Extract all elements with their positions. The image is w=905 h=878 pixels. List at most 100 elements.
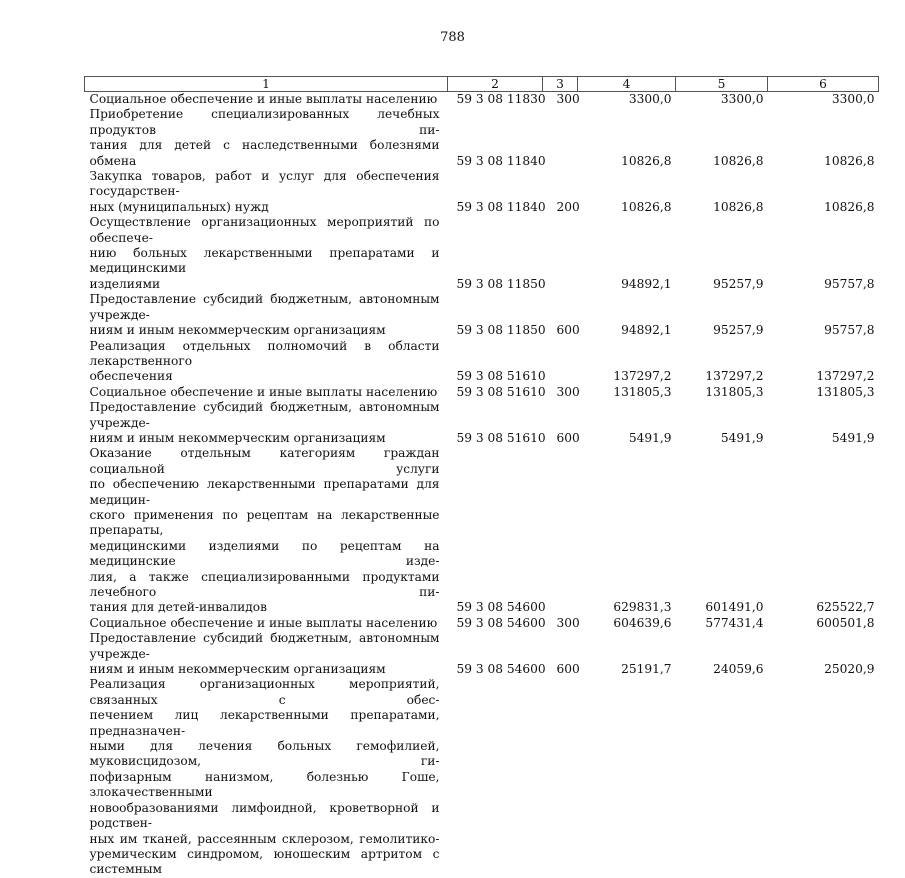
amount-col4: 94892,1 bbox=[621, 323, 672, 338]
item-description: Социальное обеспечение и иные выплаты на… bbox=[85, 385, 448, 400]
expense-type bbox=[543, 446, 578, 615]
amount-col5: 601491,0 bbox=[705, 600, 764, 615]
description-line: Реализация отдельных полномочий в област… bbox=[89, 338, 440, 368]
amount-col6: 10826,8 bbox=[824, 199, 875, 214]
description-line: Реализация организационных мероприятий, … bbox=[89, 677, 440, 707]
description-line: изделиями bbox=[89, 276, 161, 291]
classification-code: 59 3 08 11850 bbox=[456, 323, 546, 338]
description-line: печением лиц лекарственными препаратами,… bbox=[89, 708, 440, 738]
amount-col4: 5491,9 bbox=[628, 430, 672, 445]
expense-type bbox=[543, 107, 578, 169]
amount-col4: 25191,7 bbox=[621, 662, 672, 677]
amount-col6: 625522,7 bbox=[816, 600, 875, 615]
table-row: Приобретение специализированных лечебных… bbox=[85, 107, 879, 169]
amount-col4: 604639,6 bbox=[613, 615, 672, 630]
item-description: Приобретение специализированных лечебных… bbox=[85, 107, 448, 169]
description-line: тания для детей с наследственными болезн… bbox=[89, 138, 440, 168]
item-description: Социальное обеспечение и иные выплаты на… bbox=[85, 616, 448, 631]
expense-type: 300 bbox=[556, 384, 580, 399]
description-line: Закупка товаров, работ и услуг для обесп… bbox=[89, 169, 440, 199]
description-line: тания для детей-инвалидов bbox=[89, 600, 267, 615]
item-description: Предоставление субсидий бюджетным, автон… bbox=[85, 400, 448, 446]
description-line: пофизарным нанизмом, болезнью Гоше, злок… bbox=[89, 769, 440, 800]
amount-col5 bbox=[676, 677, 768, 877]
expense-type bbox=[543, 339, 578, 385]
description-line: по обеспечению лекарственными препаратам… bbox=[89, 477, 440, 507]
expense-type: 600 bbox=[556, 430, 580, 445]
expense-type: 600 bbox=[556, 323, 580, 338]
item-description: Предоставление субсидий бюджетным, автон… bbox=[85, 292, 448, 338]
amount-col5: 10826,8 bbox=[713, 199, 764, 214]
item-description: Оказание отдельным категориям граждан со… bbox=[85, 446, 448, 615]
amount-col6: 95757,8 bbox=[824, 276, 875, 291]
description-line: Предоставление субсидий бюджетным, автон… bbox=[89, 400, 440, 430]
classification-code: 59 3 08 51610 bbox=[456, 430, 546, 445]
description-line: Приобретение специализированных лечебных… bbox=[89, 107, 440, 137]
description-line: ными для лечения больных гемофилией, мук… bbox=[89, 739, 440, 769]
column-header: 6 bbox=[767, 76, 879, 92]
amount-col5: 95257,9 bbox=[713, 276, 764, 291]
item-description: Предоставление субсидий бюджетным, автон… bbox=[85, 631, 448, 677]
description-line: уремическим синдромом, юношеским артрито… bbox=[89, 846, 440, 877]
table-row: Социальное обеспечение и иные выплаты на… bbox=[85, 92, 879, 108]
description-line: Социальное обеспечение и иные выплаты на… bbox=[89, 384, 438, 399]
expense-type: 300 bbox=[556, 92, 580, 106]
classification-code: 59 3 08 11840 bbox=[456, 153, 546, 168]
description-line: обеспечения bbox=[89, 369, 173, 384]
amount-col5: 5491,9 bbox=[720, 430, 764, 445]
table-row: Социальное обеспечение и иные выплаты на… bbox=[85, 616, 879, 631]
description-line: ниям и иным некоммерческим организациям bbox=[89, 323, 386, 338]
description-line: лия, а также специализированными продукт… bbox=[89, 569, 440, 599]
description-line: Предоставление субсидий бюджетным, автон… bbox=[89, 631, 440, 661]
amount-col5: 10826,8 bbox=[713, 153, 764, 168]
amount-col4: 137297,2 bbox=[613, 369, 672, 384]
description-line: Осуществление организационных мероприяти… bbox=[89, 215, 440, 245]
classification-code: 59 3 08 54600 bbox=[456, 662, 546, 677]
table-row: Социальное обеспечение и иные выплаты на… bbox=[85, 385, 879, 400]
item-description: Реализация организационных мероприятий, … bbox=[85, 677, 448, 877]
column-header: 5 bbox=[675, 76, 768, 92]
amount-col6: 3300,0 bbox=[831, 92, 875, 106]
column-header: 1 bbox=[84, 76, 448, 92]
budget-table: 1 2 3 4 5 6 Социальное обеспечение и ины… bbox=[84, 76, 879, 878]
description-line: ского применения по рецептам на лекарств… bbox=[89, 507, 440, 538]
column-header: 3 bbox=[542, 76, 578, 92]
page-number: 788 bbox=[440, 30, 465, 45]
amount-col4: 94892,1 bbox=[621, 276, 672, 291]
item-description: Осуществление организационных мероприяти… bbox=[85, 215, 448, 292]
column-header: 4 bbox=[577, 76, 676, 92]
header-row: 1 2 3 4 5 6 bbox=[84, 76, 879, 92]
expense-type: 300 bbox=[556, 615, 580, 630]
amount-col6: 95757,8 bbox=[824, 323, 875, 338]
table-row: Оказание отдельным категориям граждан со… bbox=[85, 446, 879, 615]
table-row: Предоставление субсидий бюджетным, автон… bbox=[85, 292, 879, 338]
table-row: Реализация организационных мероприятий, … bbox=[85, 677, 879, 877]
amount-col6 bbox=[768, 677, 879, 877]
table-row: Закупка товаров, работ и услуг для обесп… bbox=[85, 169, 879, 215]
classification-code: 59 3 08 11840 bbox=[456, 199, 546, 214]
amount-col6: 137297,2 bbox=[816, 369, 875, 384]
item-description: Социальное обеспечение и иные выплаты на… bbox=[85, 92, 448, 108]
amount-col4: 131805,3 bbox=[613, 384, 672, 399]
amount-col6: 10826,8 bbox=[824, 153, 875, 168]
classification-code: 59 3 08 11830 bbox=[456, 92, 546, 106]
amount-col6: 600501,8 bbox=[816, 615, 875, 630]
amount-col4: 629831,3 bbox=[613, 600, 672, 615]
table-row: Предоставление субсидий бюджетным, автон… bbox=[85, 631, 879, 677]
description-line: медицинскими изделиями по рецептам на ме… bbox=[89, 538, 440, 569]
table-row: Предоставление субсидий бюджетным, автон… bbox=[85, 400, 879, 446]
expense-type bbox=[543, 215, 578, 292]
classification-code: 59 3 08 51610 bbox=[456, 369, 546, 384]
amount-col5: 95257,9 bbox=[713, 323, 764, 338]
table-row: Реализация отдельных полномочий в област… bbox=[85, 339, 879, 385]
description-line: ниям и иным некоммерческим организациям bbox=[89, 662, 386, 677]
expense-type: 200 bbox=[556, 199, 580, 214]
amount-col5: 3300,0 bbox=[720, 92, 764, 106]
amount-col4: 10826,8 bbox=[621, 153, 672, 168]
amount-col6: 131805,3 bbox=[816, 384, 875, 399]
description-line: новообразованиями лимфоидной, кроветворн… bbox=[89, 800, 440, 831]
description-line: Социальное обеспечение и иные выплаты на… bbox=[89, 615, 438, 630]
description-line: Социальное обеспечение и иные выплаты на… bbox=[89, 92, 438, 106]
table-row: Осуществление организационных мероприяти… bbox=[85, 215, 879, 292]
amount-col4: 3300,0 bbox=[628, 92, 672, 106]
